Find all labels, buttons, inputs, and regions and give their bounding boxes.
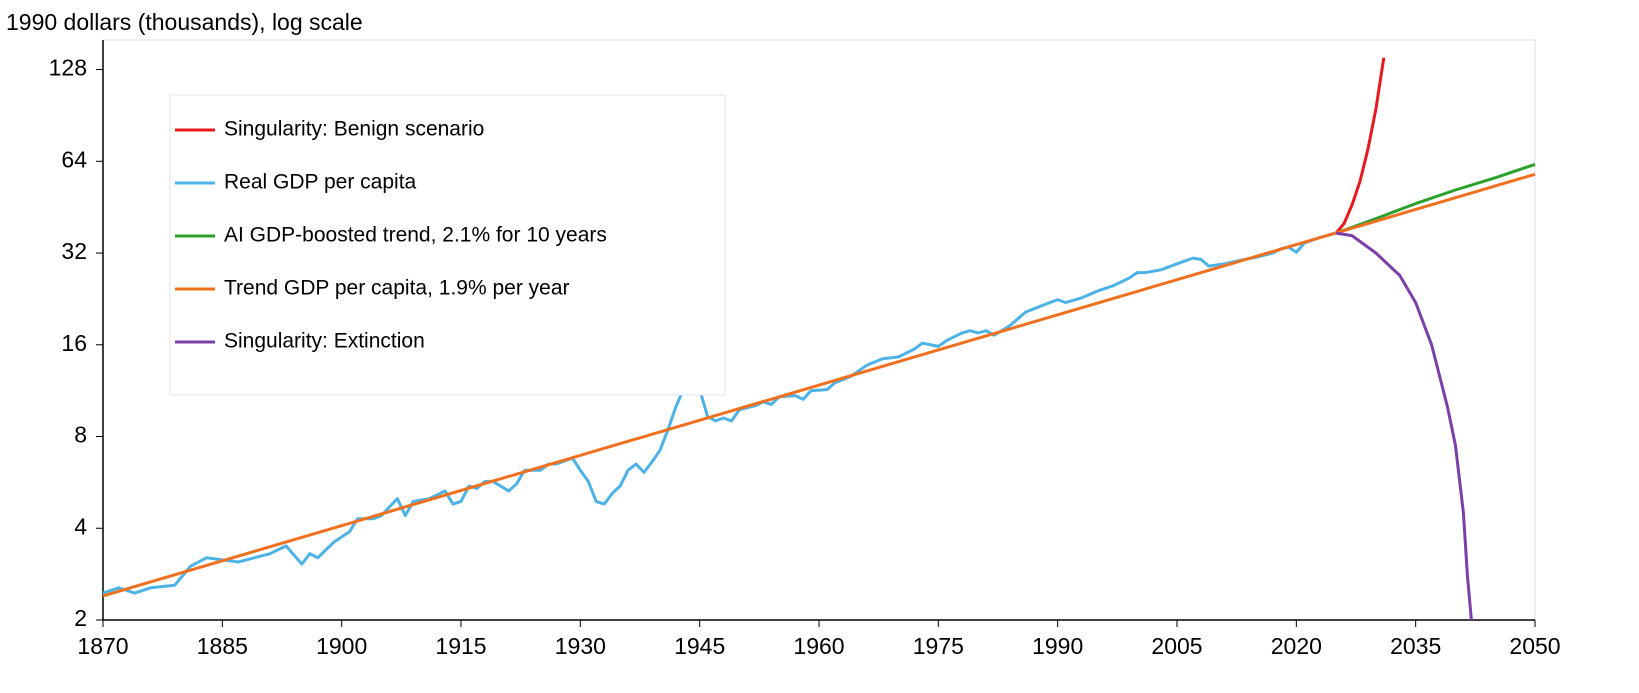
x-tick-label: 1870: [77, 633, 128, 659]
x-tick-label: 1915: [435, 633, 486, 659]
legend-label: AI GDP-boosted trend, 2.1% for 10 years: [224, 224, 607, 247]
x-tick-label: 2020: [1271, 633, 1322, 659]
x-tick-label: 1930: [555, 633, 606, 659]
legend-label: Trend GDP per capita, 1.9% per year: [224, 277, 570, 300]
legend-label: Singularity: Extinction: [224, 330, 425, 353]
y-tick-label: 64: [61, 146, 87, 172]
legend-label: Real GDP per capita: [224, 171, 417, 194]
x-tick-label: 1975: [913, 633, 964, 659]
series-line: [1335, 231, 1473, 621]
y-tick-label: 32: [61, 238, 87, 264]
y-tick-label: 128: [49, 55, 87, 81]
x-tick-label: 2035: [1390, 633, 1441, 659]
x-tick-label: 2050: [1509, 633, 1560, 659]
x-tick-label: 2005: [1151, 633, 1202, 659]
x-tick-label: 1960: [793, 633, 844, 659]
x-tick-label: 1885: [197, 633, 248, 659]
y-tick-label: 16: [61, 330, 87, 356]
series-line: [1334, 57, 1386, 235]
series-line: [102, 172, 1536, 598]
y-tick-label: 8: [74, 422, 87, 448]
y-tick-label: 4: [74, 513, 87, 539]
y-tick-label: 2: [74, 605, 87, 631]
x-tick-label: 1990: [1032, 633, 1083, 659]
legend-label: Singularity: Benign scenario: [224, 118, 484, 141]
x-tick-label: 1900: [316, 633, 367, 659]
legend-box: [169, 94, 726, 396]
y-axis-label: 1990 dollars (thousands), log scale: [6, 9, 363, 35]
series-line: [1335, 162, 1536, 235]
x-tick-label: 1945: [674, 633, 725, 659]
